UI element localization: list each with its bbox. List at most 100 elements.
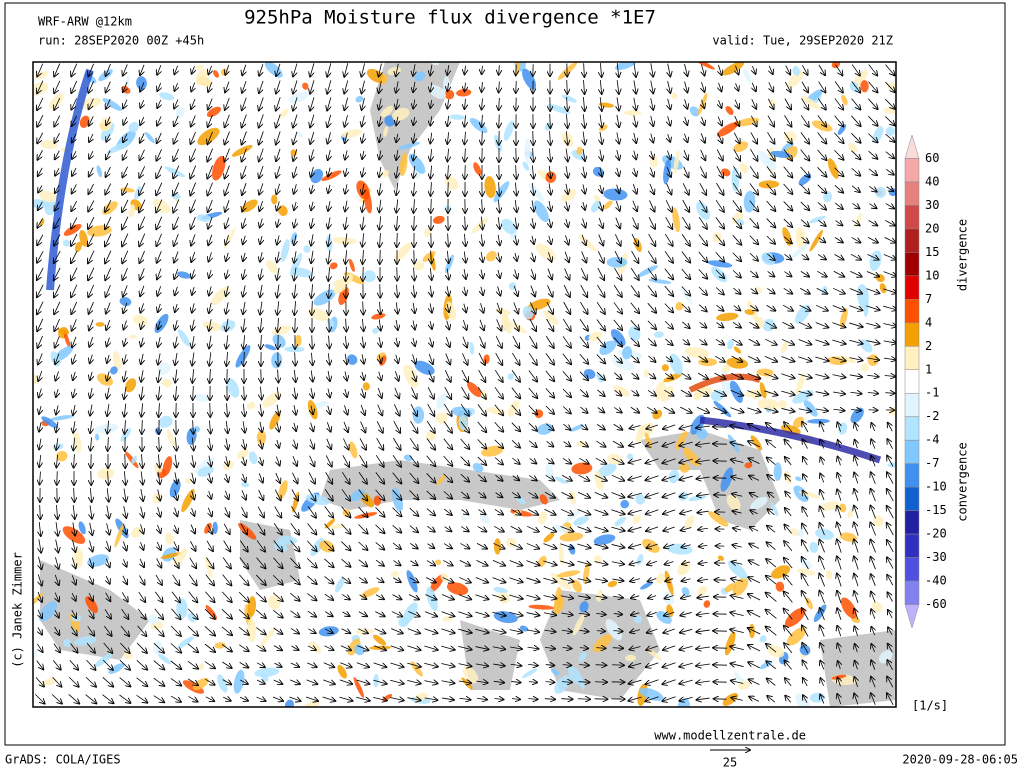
flux-cell [280, 239, 290, 262]
flux-cell [49, 415, 75, 421]
flux-cell [432, 215, 445, 224]
flux-cell [436, 412, 448, 425]
flux-cell [256, 430, 267, 445]
flux-cell [639, 687, 664, 702]
flux-cell [79, 229, 89, 247]
colorbar-box [904, 322, 920, 347]
flux-cell [533, 200, 549, 223]
flux-cell [392, 107, 410, 121]
flux-cell [757, 150, 777, 171]
flux-cell [607, 580, 618, 588]
flux-cell [381, 169, 390, 178]
flux-cell [557, 62, 578, 80]
flux-cell [724, 631, 736, 656]
flux-cell [675, 302, 684, 311]
flux-cell [528, 604, 554, 610]
flux-cell [346, 354, 358, 365]
flux-cell [792, 65, 800, 76]
flux-cell [730, 380, 743, 403]
flux-cell [716, 312, 739, 322]
flux-cell [41, 416, 59, 429]
flux-cell [39, 190, 58, 203]
flux-cell [643, 369, 649, 378]
flux-cell [277, 535, 298, 545]
flux-cell [507, 400, 520, 417]
flux-cell [278, 480, 288, 500]
flux-cell [102, 98, 123, 111]
flux-cell [329, 524, 346, 529]
colorbar-box [904, 158, 920, 183]
colorbar-box [904, 392, 920, 417]
colorbar-label: -4 [925, 433, 939, 447]
flux-cell [681, 587, 690, 597]
flux-cell [501, 218, 516, 235]
flux-cell [839, 308, 848, 328]
flux-cell [539, 494, 548, 505]
flux-cell [561, 94, 578, 103]
flux-cell [805, 597, 813, 610]
flux-cell [578, 651, 587, 662]
flux-cell [635, 493, 645, 505]
flux-cell [726, 494, 741, 511]
flux-cell [279, 108, 289, 119]
flux-cell [206, 106, 221, 118]
flux-cell [750, 496, 768, 510]
flux-cell [231, 144, 253, 157]
flux-cell [246, 618, 257, 643]
colorbar-box [904, 533, 920, 558]
valid-label: valid: Tue, 29SEP2020 21Z [712, 34, 893, 48]
flux-cell [521, 668, 538, 679]
flux-cell [193, 393, 210, 402]
flux-cell [271, 194, 278, 205]
flux-cell [119, 297, 132, 307]
flux-cell [160, 552, 183, 559]
flux-cell [164, 166, 186, 178]
flux-cell [436, 474, 446, 486]
colorbar-box [904, 252, 920, 277]
flux-cell [550, 572, 572, 590]
flux-cell [479, 514, 491, 524]
flux-cell [467, 381, 482, 397]
flux-cell [724, 582, 737, 593]
flux-cell [373, 634, 387, 646]
flux-cell [197, 127, 220, 146]
flux-cell [363, 270, 376, 283]
flux-cell [707, 260, 733, 268]
flux-cell [671, 92, 678, 100]
flux-cell [625, 654, 636, 662]
flux-cell [110, 366, 118, 375]
wind-arrow [380, 249, 381, 264]
colorbar-label: -15 [925, 503, 947, 517]
software: GrADS: COLA/IGES [5, 753, 121, 767]
flux-cell [653, 331, 664, 338]
colorbar-label: -10 [925, 480, 947, 494]
flux-cell [795, 373, 806, 394]
flux-cell [717, 555, 725, 561]
wind-arrow [499, 114, 500, 127]
flux-cell [166, 429, 175, 447]
flux-cell [571, 462, 593, 475]
flux-cell [484, 176, 496, 199]
flux-cell [597, 463, 617, 478]
flux-cell [266, 260, 278, 274]
flux-cell [284, 699, 295, 707]
flux-cell [795, 476, 802, 482]
flux-cell [196, 214, 212, 222]
flux-cell [129, 334, 137, 339]
flux-cell [449, 114, 465, 120]
flux-cell [773, 462, 782, 482]
flux-field [33, 62, 896, 707]
colorbar-box [904, 205, 920, 230]
colorbar-label: 30 [925, 198, 939, 212]
flux-cell [462, 666, 479, 684]
flux-cell [759, 635, 767, 643]
flux-cell [793, 485, 809, 502]
flux-cell [775, 581, 785, 592]
colorbar-box [904, 486, 920, 511]
flux-cell [162, 378, 172, 388]
colorbar-cap [904, 134, 920, 159]
flux-cell [63, 331, 71, 349]
flux-cell [593, 534, 616, 545]
flux-cell [213, 70, 220, 78]
flux-cell [493, 538, 502, 555]
